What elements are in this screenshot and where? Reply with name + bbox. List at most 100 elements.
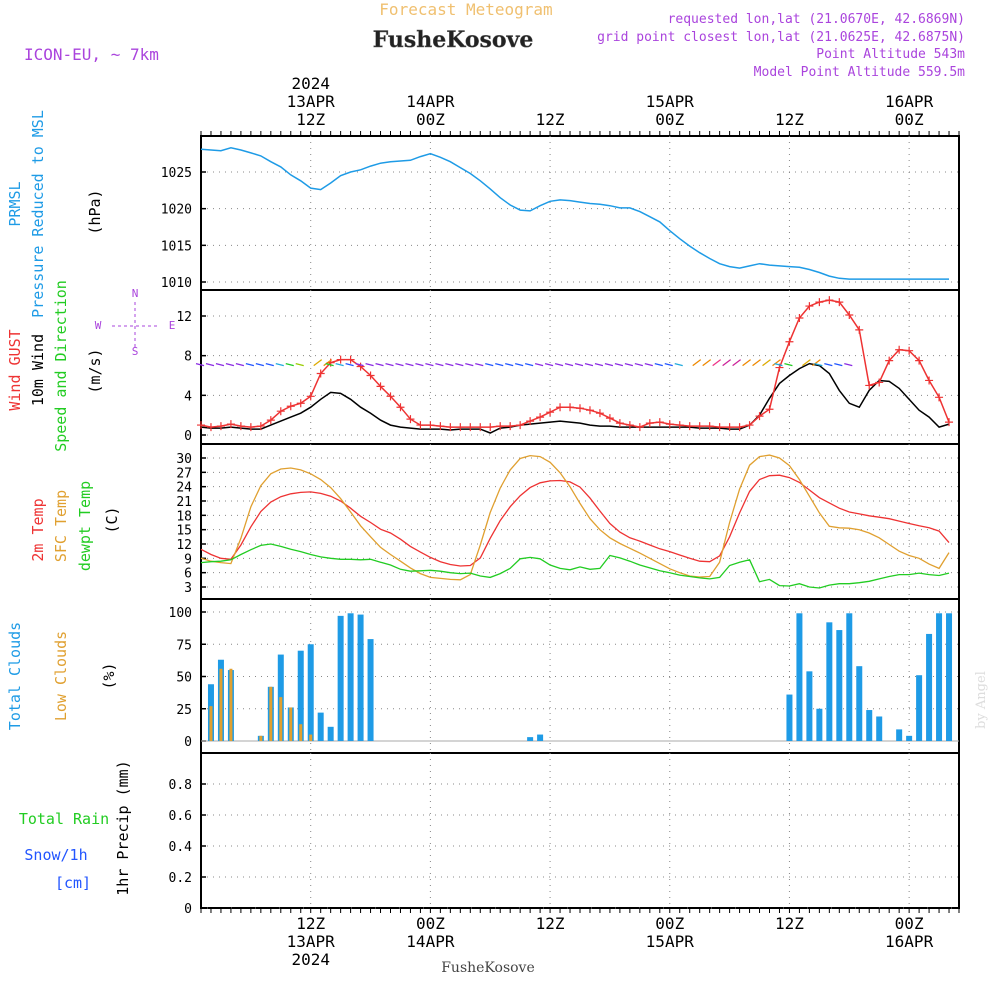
y-tick-label: 75 <box>176 638 192 653</box>
total-cloud-bar <box>347 613 354 741</box>
gust-marker <box>715 423 724 432</box>
gust-marker <box>655 418 664 427</box>
wind-direction-arrow <box>475 362 484 367</box>
gust-marker <box>416 421 425 430</box>
gust-marker <box>426 421 435 430</box>
y-tick-label: 6 <box>184 567 192 582</box>
gust-marker <box>306 392 315 401</box>
gust-marker <box>496 422 505 431</box>
credit-text: by Angel <box>974 671 989 729</box>
gust-marker <box>755 412 764 421</box>
y-tick-label: 50 <box>176 671 192 686</box>
y-tick-label: 8 <box>184 350 192 365</box>
gust-marker <box>396 403 405 412</box>
top-time-label: 00Z <box>416 110 445 129</box>
gust-marker <box>585 406 594 415</box>
total-cloud-bar <box>327 726 334 741</box>
wind-direction-arrow <box>524 362 534 367</box>
y-tick-label: 4 <box>184 389 192 404</box>
low-cloud-bar <box>299 724 303 741</box>
wind-direction-arrow <box>455 362 464 367</box>
gust-marker <box>855 325 864 334</box>
wind-speed-line <box>200 362 950 434</box>
bottom-time-label: 12Z <box>775 914 804 933</box>
total-cloud-bar <box>806 671 813 741</box>
wind-direction-arrow <box>834 362 843 367</box>
gust-marker <box>935 393 944 402</box>
total-cloud-bar <box>936 613 943 741</box>
wind-direction-arrow <box>664 362 673 367</box>
total-cloud-bar <box>916 675 923 741</box>
wind-direction-arrow <box>335 362 344 367</box>
temp2m-label: 2m Temp <box>29 498 47 561</box>
wind-direction-arrow <box>692 359 702 367</box>
wind-direction-arrow <box>554 362 564 367</box>
y-tick-label: 0 <box>184 735 192 750</box>
y-tick-label: 12 <box>176 538 192 553</box>
y-tick-label: 15 <box>176 524 192 539</box>
total-cloud-bar <box>537 734 544 741</box>
y-tick-label: 1015 <box>161 239 192 254</box>
y-tick-label: 0.4 <box>169 840 193 855</box>
bottom-time-label: 16APR <box>885 932 934 951</box>
wind-direction-arrow <box>784 362 793 367</box>
wind-direction-arrow <box>405 362 414 367</box>
wind-direction-arrow <box>802 359 811 367</box>
total-cloud-bar <box>836 630 843 741</box>
bottom-time-label: 14APR <box>406 932 455 951</box>
wind-direction-arrow <box>814 362 823 367</box>
wind-gust-line <box>200 299 950 428</box>
gust-marker <box>595 409 604 418</box>
wind-direction-arrow <box>824 362 833 367</box>
gust-marker <box>556 403 565 412</box>
wind-direction-arrow <box>225 362 235 367</box>
y-tick-label: 24 <box>176 481 192 496</box>
y-tick-label: 18 <box>176 509 192 524</box>
wind-direction-arrow <box>634 362 643 367</box>
wind-direction-arrow <box>435 362 444 367</box>
celsius-label: (C) <box>103 506 121 533</box>
wind-direction-arrow <box>752 359 761 367</box>
point-altitude: Point Altitude 543m <box>816 47 965 62</box>
wind-direction-arrow <box>574 362 584 367</box>
gust-marker <box>236 422 245 431</box>
dewpt-line <box>200 543 950 589</box>
pressure-line <box>200 147 949 280</box>
low-cloud-bar <box>289 707 293 741</box>
low-cloud-bar <box>269 686 273 741</box>
prmsl-label: PRMSL <box>6 181 24 226</box>
gust-marker <box>745 421 754 430</box>
total-cloud-bar <box>796 613 803 741</box>
wind-direction-arrow <box>355 362 364 367</box>
wind-direction-arrow <box>534 362 544 367</box>
bottom-time-label: 00Z <box>416 914 445 933</box>
snow-legend: Snow/1h <box>24 846 87 864</box>
top-time-label: 00Z <box>895 110 924 129</box>
total-cloud-bar <box>846 613 853 741</box>
gust-marker <box>246 423 255 432</box>
y-tick-label: 27 <box>176 466 192 481</box>
gust-marker <box>446 423 455 432</box>
low-cloud-bar <box>229 668 233 741</box>
gust-marker <box>925 376 934 385</box>
top-time-label: 00Z <box>655 110 684 129</box>
y-tick-label: 30 <box>176 452 192 467</box>
wind-direction-arrow <box>295 362 304 367</box>
total-cloud-bar <box>926 633 933 741</box>
total-cloud-bar <box>896 729 903 741</box>
gust-marker <box>316 369 325 378</box>
compass-letter: W <box>95 319 102 332</box>
total-cloud-bar <box>816 708 823 741</box>
total-clouds-label: Total Clouds <box>6 622 24 730</box>
y-tick-label: 1025 <box>161 166 192 181</box>
wind-direction-arrow <box>285 362 294 367</box>
gust-marker <box>506 422 515 431</box>
wind-direction-arrow <box>375 362 384 367</box>
gust-marker <box>276 407 285 416</box>
y-tick-label: 0.6 <box>169 809 192 824</box>
wind-direction-arrow <box>762 359 771 367</box>
gust-marker <box>436 422 445 431</box>
total-cloud-bar <box>367 639 374 741</box>
rain-legend: Total Rain <box>19 810 109 828</box>
gust-marker <box>216 422 225 431</box>
